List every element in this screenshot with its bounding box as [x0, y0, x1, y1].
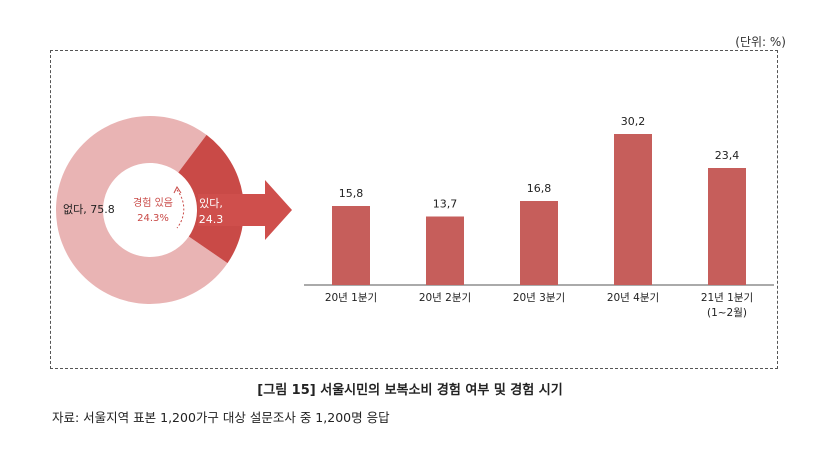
bar-value-label: 13,7	[433, 198, 458, 211]
donut-label-yes-value: 24.3	[199, 213, 224, 226]
x-tick-label: 20년 4분기	[607, 292, 659, 304]
x-tick-sublabel: (1~2월)	[707, 307, 747, 319]
source-note: 자료: 서울지역 표본 1,200가구 대상 설문조사 중 1,200명 응답	[52, 410, 390, 425]
donut-center-value: 24.3%	[137, 213, 169, 224]
donut-label-none: 없다, 75.8	[63, 203, 115, 216]
donut-slice-none	[56, 115, 228, 304]
bar-value-label: 15,8	[339, 187, 364, 200]
bar	[520, 201, 558, 285]
cycle-arrow-head-icon	[173, 186, 182, 194]
x-tick-label: 20년 2분기	[419, 292, 471, 304]
unit-label: (단위: %)	[735, 35, 786, 49]
cycle-arrow-icon	[176, 189, 185, 229]
bar	[708, 168, 746, 285]
bar-value-label: 30,2	[621, 115, 646, 128]
chart-frame	[50, 50, 778, 369]
figure-caption: [그림 15] 서울시민의 보복소비 경험 여부 및 경험 시기	[257, 383, 563, 398]
bar	[614, 134, 652, 285]
bar	[332, 206, 370, 285]
x-tick-label: 20년 1분기	[325, 292, 377, 304]
donut-center-label: 경험 있음	[133, 196, 173, 209]
x-tick-label: 21년 1분기	[701, 292, 753, 304]
donut-label-yes: 있다,	[199, 197, 223, 210]
bar-value-label: 23,4	[715, 149, 740, 162]
x-tick-label: 20년 3분기	[513, 292, 565, 304]
bar	[426, 216, 464, 285]
bar-value-label: 16,8	[527, 182, 552, 195]
arrow-shape	[198, 180, 292, 240]
